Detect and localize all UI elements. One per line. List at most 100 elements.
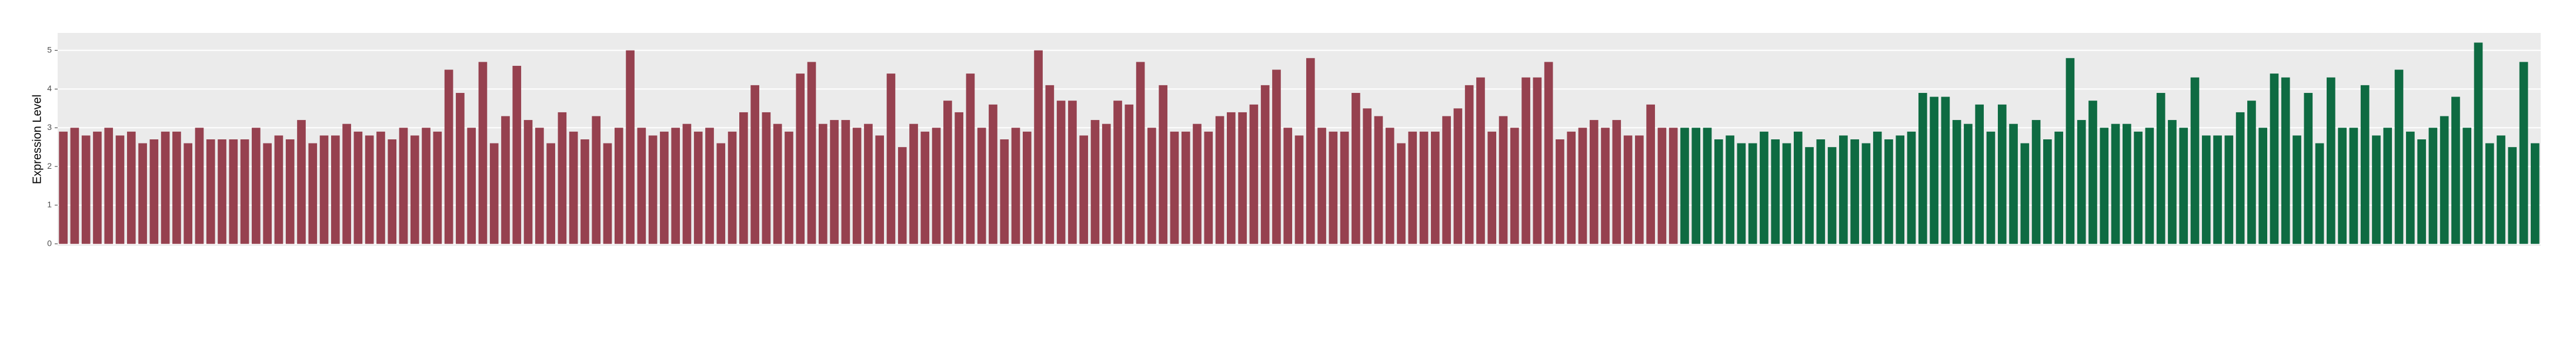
bar: [637, 128, 646, 244]
bar: [1431, 131, 1440, 244]
bar: [1125, 104, 1134, 244]
bar: [1986, 131, 1996, 244]
bar: [1827, 147, 1837, 244]
bar: [1204, 131, 1213, 244]
bar: [195, 128, 204, 244]
bar: [762, 112, 771, 244]
bar: [660, 131, 669, 244]
bar: [773, 123, 782, 244]
bar: [1884, 139, 1893, 244]
bar: [444, 69, 453, 244]
bar: [229, 139, 238, 244]
bar: [909, 123, 918, 244]
bar: [2100, 128, 2109, 244]
bar: [489, 143, 499, 244]
bar: [149, 139, 159, 244]
bar: [1941, 96, 1950, 244]
bar: [1907, 131, 1916, 244]
bar: [1170, 131, 1179, 244]
bar: [1317, 128, 1326, 244]
bar: [1612, 120, 1621, 244]
bar: [2293, 135, 2301, 244]
bar: [546, 143, 555, 244]
bar: [1294, 135, 1304, 244]
bar: [1147, 128, 1156, 244]
bar: [705, 128, 714, 244]
bar: [1113, 101, 1122, 244]
bar: [1000, 139, 1009, 244]
bar: [1385, 128, 1394, 244]
y-tick-label: 0: [47, 238, 52, 248]
bar: [1215, 116, 1224, 244]
bar: [1997, 104, 2007, 244]
bar: [252, 128, 261, 244]
bar: [1181, 131, 1190, 244]
bar: [1601, 128, 1610, 244]
bar: [614, 128, 623, 244]
bar: [2327, 77, 2335, 244]
bar: [535, 128, 544, 244]
bar: [2123, 123, 2131, 244]
bar: [818, 123, 827, 244]
bar: [1816, 139, 1826, 244]
bar: [558, 112, 567, 244]
bar: [2531, 143, 2540, 244]
bar: [285, 139, 295, 244]
bar: [1397, 143, 1406, 244]
bar: [2270, 74, 2279, 244]
bar: [218, 139, 226, 244]
bar: [1374, 116, 1383, 244]
bar: [1737, 143, 1746, 244]
bar: [2497, 135, 2505, 244]
bar: [399, 128, 408, 244]
bar: [785, 131, 793, 244]
bar: [2462, 128, 2472, 244]
bar: [138, 143, 147, 244]
bar: [671, 128, 680, 244]
bar: [1056, 101, 1066, 244]
bar: [456, 93, 465, 244]
bar: [1703, 128, 1712, 244]
bar: [274, 135, 283, 244]
bar: [2111, 123, 2120, 244]
bar: [1589, 120, 1599, 244]
bar: [1714, 139, 1723, 244]
bar: [59, 131, 68, 244]
bar: [739, 112, 748, 244]
bar: [2383, 128, 2393, 244]
bar: [626, 50, 635, 244]
bar: [2066, 58, 2075, 244]
bar: [1363, 108, 1372, 244]
bar: [1283, 128, 1293, 244]
bar: [1623, 135, 1633, 244]
bar: [1442, 116, 1451, 244]
bar: [2235, 112, 2245, 244]
bar: [2440, 116, 2449, 244]
bar: [2349, 128, 2358, 244]
bar: [1034, 50, 1043, 244]
bar: [1453, 108, 1463, 244]
bar: [2360, 85, 2370, 244]
bar: [2519, 62, 2528, 244]
bar: [1896, 135, 1905, 244]
y-axis-label: Expression Level: [31, 95, 44, 184]
bar: [1657, 128, 1667, 244]
bar: [1952, 120, 1961, 244]
bar: [2304, 93, 2313, 244]
bar: [1748, 143, 1757, 244]
bar: [2077, 120, 2086, 244]
bar: [2201, 135, 2211, 244]
bar: [161, 131, 170, 244]
bar: [2043, 139, 2052, 244]
bar: [81, 135, 91, 244]
bar: [977, 128, 986, 244]
bar: [796, 74, 805, 244]
bar: [1419, 131, 1429, 244]
bar: [319, 135, 329, 244]
bar: [467, 128, 476, 244]
bar: [331, 135, 340, 244]
bar: [1726, 135, 1734, 244]
bar: [297, 120, 306, 244]
bar: [1975, 104, 1984, 244]
bar: [1861, 143, 1871, 244]
